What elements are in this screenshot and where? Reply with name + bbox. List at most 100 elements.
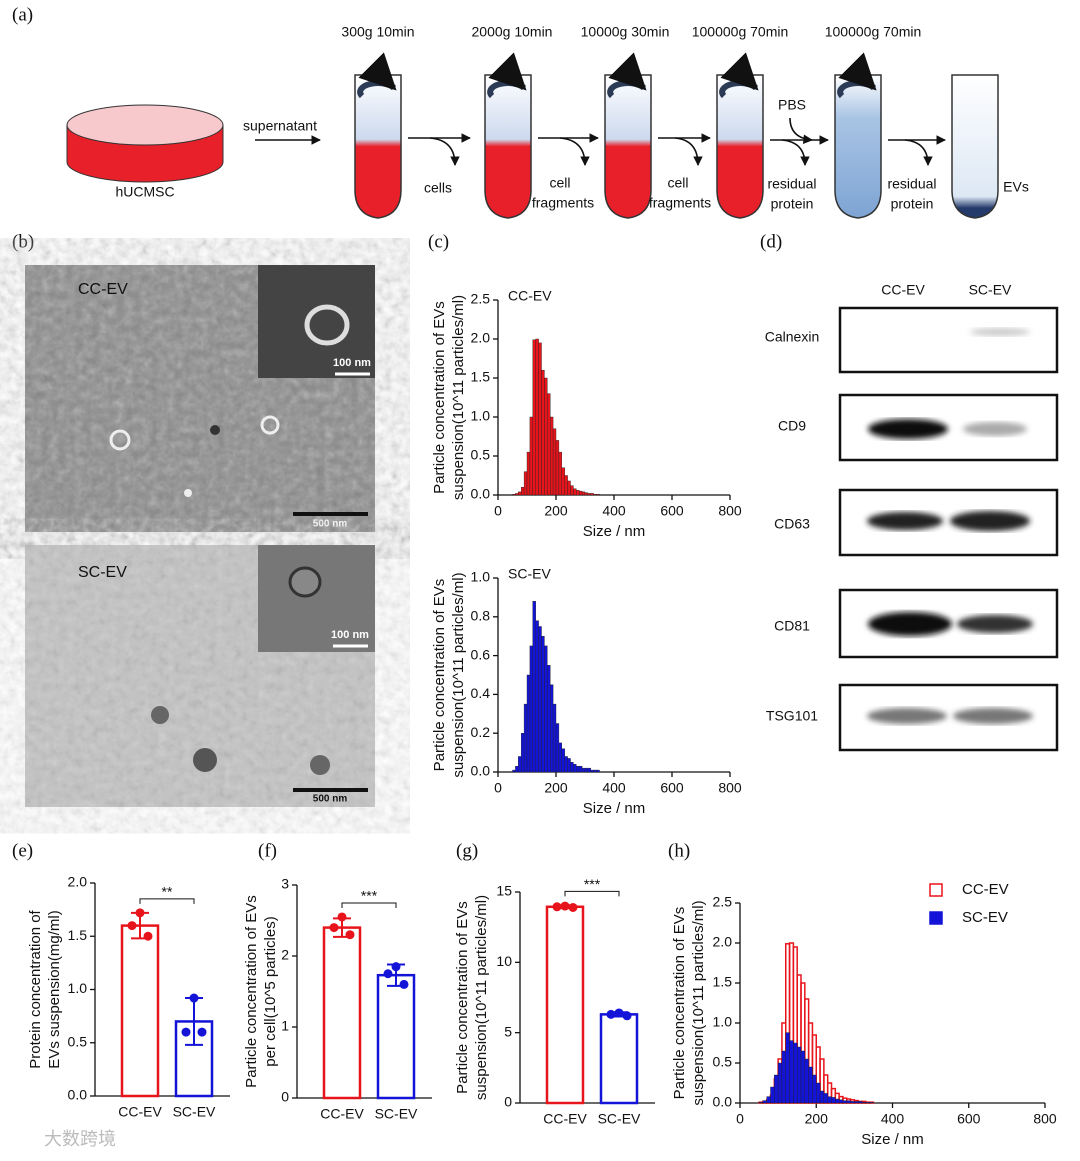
series-label: CC-EV — [508, 288, 552, 304]
scale-label: 100 nm — [331, 629, 369, 641]
histogram-bar — [800, 1050, 806, 1104]
y-tick-label: 1.5 — [471, 369, 491, 385]
histogram-bar — [793, 1042, 798, 1104]
data-point — [606, 1009, 616, 1019]
step-label: 10000g 30min — [581, 24, 670, 40]
histogram-bar — [521, 487, 525, 496]
transfer-label: supernatant — [243, 118, 317, 134]
x-tick-label: 600 — [660, 503, 684, 519]
histogram-bar — [762, 1100, 767, 1104]
data-point — [127, 921, 137, 931]
histogram-bar — [770, 1086, 775, 1104]
histogram-bar — [564, 756, 568, 773]
data-point — [391, 962, 401, 972]
histogram-bar — [573, 488, 577, 496]
tem-image: SC-EV 100 nm 500 nm — [25, 545, 375, 807]
histogram-bar — [564, 475, 568, 496]
y-tick-label: 15 — [496, 883, 512, 899]
histogram-bar — [558, 742, 563, 773]
histogram-bar — [576, 765, 580, 773]
removed-label: cells — [424, 180, 452, 196]
histogram-bar — [561, 748, 565, 773]
y-tick-label: 0.5 — [471, 447, 491, 463]
watermark: 大数跨境 — [44, 1129, 116, 1149]
histogram-bar — [796, 1046, 802, 1104]
histogram-bar — [555, 723, 560, 773]
panel-label: (d) — [760, 231, 782, 252]
histogram-bar — [869, 1101, 874, 1104]
histogram-bar — [579, 490, 583, 496]
histogram-bar — [576, 490, 580, 496]
data-point — [622, 1011, 632, 1021]
panel-label: (f) — [258, 840, 277, 861]
histogram-bar — [596, 494, 600, 496]
histogram-bar — [561, 467, 565, 496]
y-axis-label: Protein concentration of — [27, 909, 44, 1068]
data-point — [143, 931, 153, 941]
histogram-bar — [846, 1100, 851, 1104]
histogram-bar — [861, 1101, 867, 1104]
histogram-bar — [581, 767, 586, 773]
y-axis-label: Particle concentration of EVs — [431, 301, 448, 494]
bar — [599, 1013, 639, 1105]
histogram-bar — [584, 492, 589, 496]
series-label: SC-EV — [508, 566, 551, 582]
sample-label: SC-EV — [78, 564, 127, 581]
x-tick-label: CC-EV — [543, 1111, 587, 1127]
histogram-bar — [808, 1066, 813, 1104]
y-axis-label: suspension(10^11 particles/ml) — [473, 895, 490, 1100]
histogram-bar — [570, 762, 574, 773]
data-point — [568, 902, 578, 912]
tube — [834, 52, 882, 219]
x-tick-label: 400 — [602, 780, 626, 796]
tube — [484, 52, 532, 219]
x-axis-label: Size / nm — [583, 523, 646, 540]
step-label: 2000g 10min — [472, 24, 553, 40]
removed-label: fragments — [532, 195, 594, 211]
histogram-bar — [581, 491, 586, 496]
data-point — [552, 902, 562, 912]
x-tick-label: 600 — [957, 1111, 981, 1127]
histogram-bar — [552, 428, 557, 496]
histogram-bar — [547, 393, 551, 496]
row-label: Calnexin — [765, 329, 819, 345]
scale-label: 500 nm — [313, 794, 348, 805]
y-tick-label: 0.0 — [68, 1087, 88, 1103]
histogram-bar — [570, 485, 574, 496]
x-axis-label: Size / nm — [583, 800, 646, 817]
y-tick-label: 1.5 — [68, 927, 88, 943]
row-label: CD63 — [774, 516, 810, 532]
histogram-bar — [532, 339, 536, 496]
y-tick-label: 1.0 — [68, 980, 88, 996]
histogram-bar — [789, 1040, 794, 1104]
histogram-bar — [812, 1074, 817, 1104]
scale-label: 500 nm — [313, 519, 348, 530]
data-point — [560, 901, 570, 911]
histogram-bar — [838, 1099, 844, 1104]
histogram-bar — [827, 1096, 832, 1104]
x-tick-label: SC-EV — [375, 1106, 418, 1122]
scale-label: 100 nm — [333, 357, 371, 369]
legend-marker — [929, 883, 943, 897]
y-axis-label: Particle concentration of EVs — [243, 895, 260, 1088]
y-tick-label: 2.5 — [471, 291, 491, 307]
panel-label: (h) — [668, 840, 690, 861]
y-tick-label: 2.0 — [713, 934, 733, 950]
histogram-bar — [552, 703, 557, 773]
y-tick-label: 0.8 — [471, 608, 491, 624]
y-axis-label: suspension(10^11 particles/ml) — [450, 572, 467, 777]
histogram-bar — [587, 493, 592, 496]
histogram-bar — [819, 1090, 825, 1104]
histogram-bar — [518, 491, 522, 496]
x-tick-label: 200 — [544, 503, 568, 519]
x-tick-label: 0 — [494, 780, 502, 796]
data-point — [197, 1027, 207, 1037]
x-axis-label: Size / nm — [861, 1131, 924, 1148]
tube — [354, 52, 402, 219]
data-point — [189, 993, 199, 1003]
panel-label: (c) — [428, 231, 449, 252]
histogram-bar — [590, 493, 594, 496]
histogram-bar — [596, 769, 600, 773]
histogram-bar — [547, 665, 551, 773]
histogram-bar — [579, 765, 583, 773]
